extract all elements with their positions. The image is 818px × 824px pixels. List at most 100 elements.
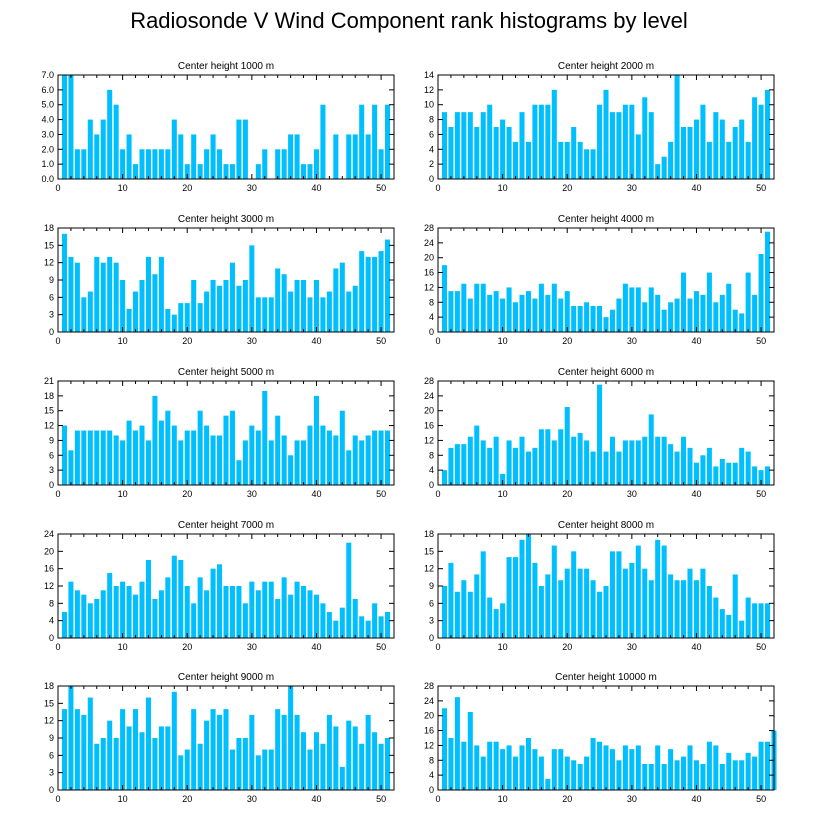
x-tick-label: 20 — [562, 794, 572, 804]
histogram-bar — [532, 562, 538, 638]
x-tick-label: 30 — [247, 183, 257, 193]
histogram-bar — [752, 97, 758, 179]
histogram-bar — [681, 580, 687, 638]
histogram-bar — [139, 425, 145, 485]
histogram-bar — [165, 726, 171, 790]
histogram-bar — [229, 586, 235, 638]
histogram-bar — [145, 440, 151, 485]
histogram-bar — [87, 291, 93, 332]
histogram-panel: Center height 2000 m 0 10 20 30 40 50 0 2 4 6 8 10 12… — [424, 61, 775, 193]
histogram-bar — [217, 714, 223, 790]
histogram-bar — [706, 141, 712, 179]
x-tick-label: 40 — [311, 794, 321, 804]
histogram-bar — [326, 291, 332, 332]
y-tick-label: 16 — [44, 564, 54, 574]
histogram-bar — [622, 283, 628, 332]
histogram-bar — [120, 440, 126, 485]
histogram-bar — [635, 134, 641, 179]
histogram-bar — [294, 581, 300, 638]
histogram-bar — [765, 466, 771, 485]
histogram-bar — [87, 119, 93, 179]
histogram-bar — [236, 738, 242, 790]
histogram-bar — [622, 745, 628, 790]
histogram-bar — [441, 112, 447, 179]
y-tick-label: 1.0 — [41, 159, 54, 169]
histogram-bar — [713, 112, 719, 179]
histogram-bar — [525, 291, 531, 332]
histogram-bar — [61, 75, 67, 179]
histogram-panel: Center height 6000 m 0 10 20 30 40 50 0 4 8 12 16 20… — [424, 367, 775, 499]
histogram-bar — [320, 603, 326, 638]
histogram-bar — [597, 741, 603, 790]
y-tick-label: 0 — [49, 327, 54, 337]
histogram-bar — [346, 720, 352, 790]
histogram-bar — [249, 425, 255, 485]
histogram-bar — [648, 414, 654, 485]
histogram-bar — [441, 265, 447, 332]
histogram-bar — [693, 291, 699, 332]
histogram-bar — [765, 231, 771, 332]
histogram-bar — [294, 714, 300, 790]
x-tick-label: 40 — [691, 794, 701, 804]
y-tick-label: 3 — [49, 310, 54, 320]
histogram-bar — [326, 430, 332, 485]
y-tick-label: 6 — [49, 450, 54, 460]
histogram-bar — [275, 415, 281, 485]
histogram-bar — [648, 112, 654, 179]
histogram-bar — [551, 749, 557, 790]
histogram-bar — [629, 287, 635, 332]
histogram-bar — [519, 294, 525, 332]
histogram-bar — [165, 308, 171, 332]
histogram-bar — [467, 436, 473, 485]
histogram-bar — [577, 568, 583, 638]
histogram-bar — [506, 745, 512, 790]
x-tick-label: 40 — [691, 336, 701, 346]
histogram-bar — [474, 425, 480, 485]
histogram-bar — [655, 164, 661, 179]
x-tick-label: 20 — [562, 642, 572, 652]
x-tick-label: 0 — [435, 336, 440, 346]
histogram-bar — [467, 712, 473, 790]
histogram-bar — [545, 104, 551, 179]
histogram-panel: Center height 4000 m 0 10 20 30 40 50 0 4 8 12 16 20… — [424, 214, 775, 346]
histogram-bar — [487, 597, 493, 638]
histogram-bar — [107, 430, 113, 485]
histogram-bar — [365, 620, 371, 638]
histogram-bar — [603, 745, 609, 790]
histogram-bar — [281, 714, 287, 790]
histogram-bar — [564, 568, 570, 638]
histogram-bar — [706, 741, 712, 790]
histogram-bar — [519, 539, 525, 638]
histogram-bar — [281, 435, 287, 485]
histogram-bar — [197, 577, 203, 638]
histogram-bar — [448, 562, 454, 638]
histogram-bar — [74, 430, 80, 485]
histogram-bar — [719, 119, 725, 179]
y-tick-label: 24 — [44, 529, 54, 539]
histogram-bar — [480, 283, 486, 332]
histogram-bar — [359, 440, 365, 485]
histogram-bar — [158, 149, 164, 179]
histogram-bar — [158, 256, 164, 332]
histogram-bar — [255, 164, 261, 179]
histogram-bar — [171, 119, 177, 179]
x-tick-label: 40 — [311, 489, 321, 499]
histogram-bar — [674, 760, 680, 790]
y-tick-label: 10 — [424, 100, 434, 110]
histogram-bar — [668, 444, 674, 485]
histogram-bar — [352, 285, 358, 332]
x-tick-label: 30 — [627, 336, 637, 346]
histogram-bar — [113, 738, 119, 790]
histogram-bar — [158, 420, 164, 485]
histogram-bar — [178, 303, 184, 332]
y-tick-label: 28 — [424, 376, 434, 386]
histogram-bar — [255, 755, 261, 790]
x-tick-label: 30 — [627, 489, 637, 499]
histogram-bar — [242, 280, 248, 332]
histogram-bar — [655, 539, 661, 638]
histogram-bar — [81, 430, 87, 485]
histogram-bar — [635, 745, 641, 790]
histogram-bar — [480, 756, 486, 790]
histogram-bar — [493, 127, 499, 179]
histogram-bar — [454, 444, 460, 485]
